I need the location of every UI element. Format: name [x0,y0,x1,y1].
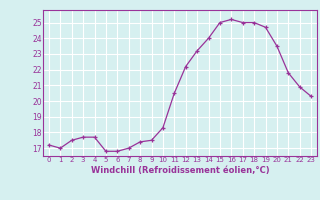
X-axis label: Windchill (Refroidissement éolien,°C): Windchill (Refroidissement éolien,°C) [91,166,269,175]
